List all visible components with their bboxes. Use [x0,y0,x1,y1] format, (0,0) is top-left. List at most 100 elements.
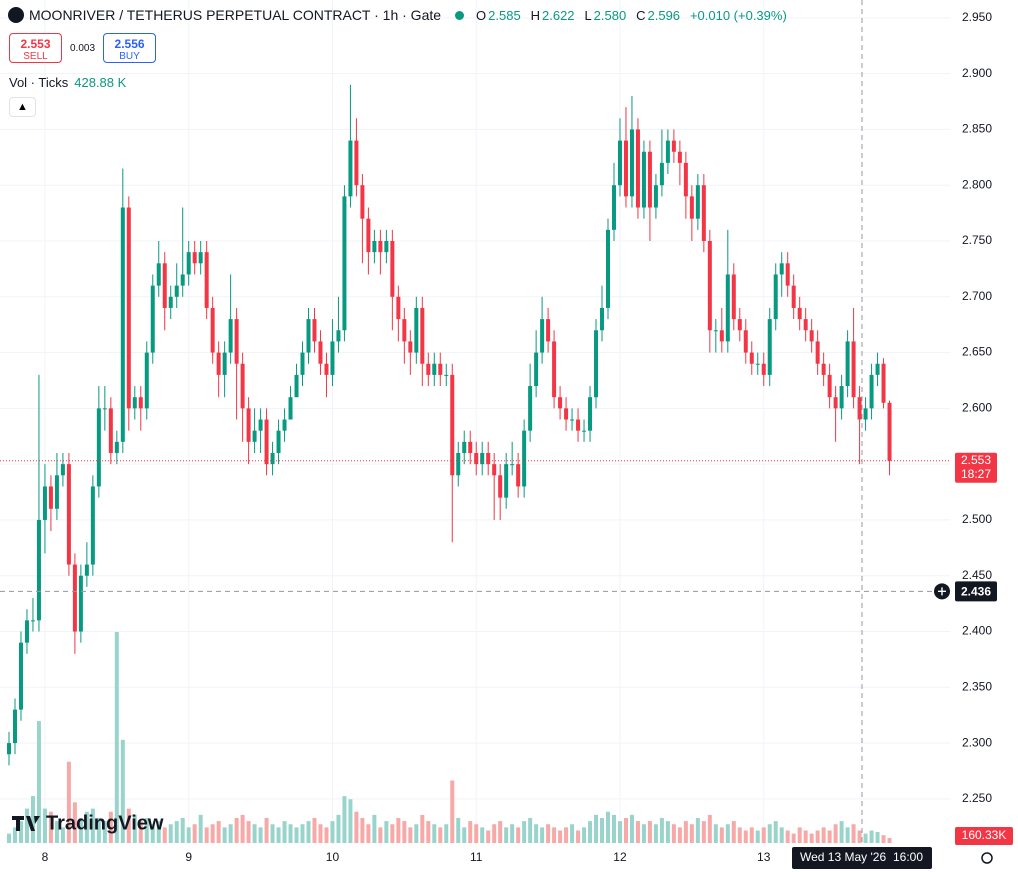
candle-body [168,296,173,308]
volume-bar [689,824,694,843]
x-tick-label: 11 [470,850,483,864]
candle-body [108,408,113,453]
candle-body [659,162,664,186]
candle-body [887,402,892,461]
buy-button[interactable]: 2.556 BUY [103,33,157,63]
volume-bar [833,824,838,843]
volume-bar [114,632,119,843]
candle-body [815,341,820,364]
volume-bar [875,832,880,843]
candle-body [653,185,658,208]
y-tick-label: 2.850 [962,122,992,136]
candle-body [78,575,83,632]
volume-bar [378,827,383,843]
indicator-name: Vol · Ticks [9,75,69,90]
volume-bar [474,824,479,843]
grid [0,0,950,845]
candle-body [60,464,65,476]
volume-bar [192,824,197,843]
candle-body [749,352,754,364]
indicator-legend[interactable]: Vol · Ticks 428.88 K [9,75,126,90]
volume-bar [96,817,101,843]
volume-bar [803,830,808,843]
candle-body [821,363,826,375]
candle-body [683,162,688,197]
collapse-button[interactable]: ▲ [9,97,36,117]
candle-body [318,341,323,364]
candle-body [210,307,215,353]
symbol-logo [8,7,24,23]
symbol[interactable]: MOONRIVER / TETHERUS PERPETUAL CONTRACT … [29,7,442,23]
candle-body [30,620,35,622]
volume-bar [516,827,521,843]
volume-bar [42,808,47,843]
volume-bar [360,817,365,843]
candle-body [156,263,161,286]
brand-logo [12,816,40,831]
candle-body [665,140,670,163]
volume-bar [785,830,790,843]
sell-button[interactable]: 2.553 SELL [9,33,62,63]
volume-bar [821,827,826,843]
candle-body [641,151,646,208]
candle-body [558,397,563,409]
y-tick-label: 2.900 [962,66,992,80]
volume-bar [863,833,868,843]
candle-body [582,430,587,432]
crosshair-price-tag [955,581,997,602]
volume-bar [60,827,65,843]
buy-label: BUY [119,51,140,62]
candle-body [671,140,676,152]
volume-bar [84,811,89,843]
ohlc-value: 2.622 [542,8,575,23]
x-tick-label: 13 [757,850,771,864]
candle-body [468,441,473,453]
volume-bar [653,824,658,843]
volume-bar [426,821,431,843]
volume-bar [623,817,628,843]
volume-bar [324,827,329,843]
candle-body [222,352,227,375]
volume-bar [66,761,71,843]
candle-body [12,709,17,744]
ohlc: O 2.585 H 2.622 L 2.580 C 2.596 +0.010 (+0.3… [472,7,789,23]
volume-bar [815,830,820,843]
candle-body [462,441,467,453]
candle-body [420,307,425,364]
volume-bar [851,824,856,843]
candle-body [174,285,179,297]
volume-bar [641,824,646,843]
candle-body [779,263,784,275]
candle-body [228,319,233,353]
candle-body [348,140,353,197]
volume-bar [120,739,125,843]
candle-body [24,620,29,643]
candle-body [402,319,407,342]
volume-tag-label: 160.33K [962,828,1007,842]
volume-bar [180,817,185,843]
candle-body [180,274,185,286]
volume-bar [564,827,569,843]
volume-bar [246,821,251,843]
candle-body [516,464,521,487]
volume-bar [546,824,551,843]
candle-body [450,374,455,476]
crosshair-time-tag [792,847,932,869]
volume-bar [402,821,407,843]
candle-body [384,241,389,253]
candles [7,84,892,766]
volume-bar [773,821,778,843]
volume-bar [168,824,173,843]
volume-bar [294,827,299,843]
candle-body [767,319,772,375]
volume-bar [635,821,640,843]
candle-body [803,319,808,331]
candle-body [18,642,23,710]
volume-bar [78,817,83,843]
candle-body [677,151,682,163]
candle-body [863,408,868,420]
volume-bar [606,811,610,843]
volume-bar [600,817,605,843]
ohlc-label: L [584,8,592,23]
